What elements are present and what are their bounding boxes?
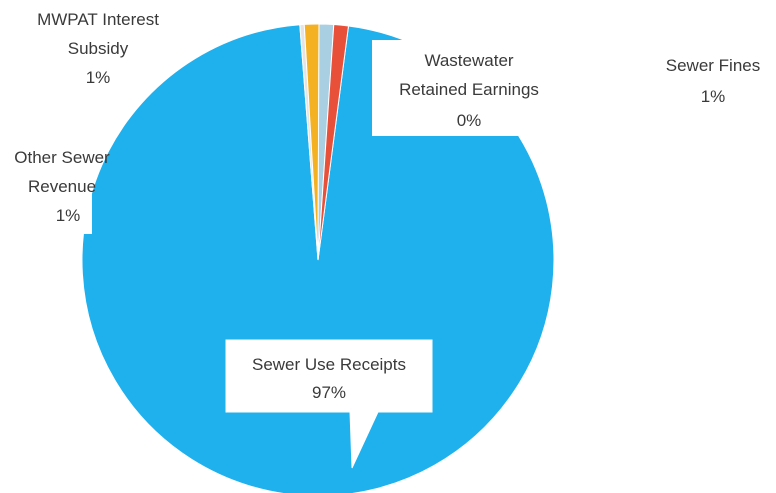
slice-label-name-line2: Subsidy: [68, 39, 129, 58]
slice-label-percent: 0%: [457, 111, 482, 130]
slice-label-percent: 1%: [701, 87, 726, 106]
label-mwpat-interest-subsidy: MWPAT Interest Subsidy 1%: [37, 10, 159, 87]
slice-label-name-line1: Other Sewer: [14, 148, 110, 167]
slice-label-name-line1: Wastewater: [424, 51, 513, 70]
slice-label-name-line1: MWPAT Interest: [37, 10, 159, 29]
slice-label-percent: 1%: [56, 206, 81, 225]
slice-label-name-line2: Retained Earnings: [399, 80, 539, 99]
slice-label-name-line2: Revenue: [28, 177, 96, 196]
slice-label-name: Sewer Use Receipts: [252, 355, 406, 374]
slice-label-percent: 1%: [86, 68, 111, 87]
label-wastewater-retained-earnings: Wastewater Retained Earnings 0%: [372, 40, 572, 136]
slice-label-name: Sewer Fines: [666, 56, 760, 75]
slice-label-percent: 97%: [312, 383, 346, 402]
label-sewer-fines: Sewer Fines 1%: [666, 56, 760, 106]
